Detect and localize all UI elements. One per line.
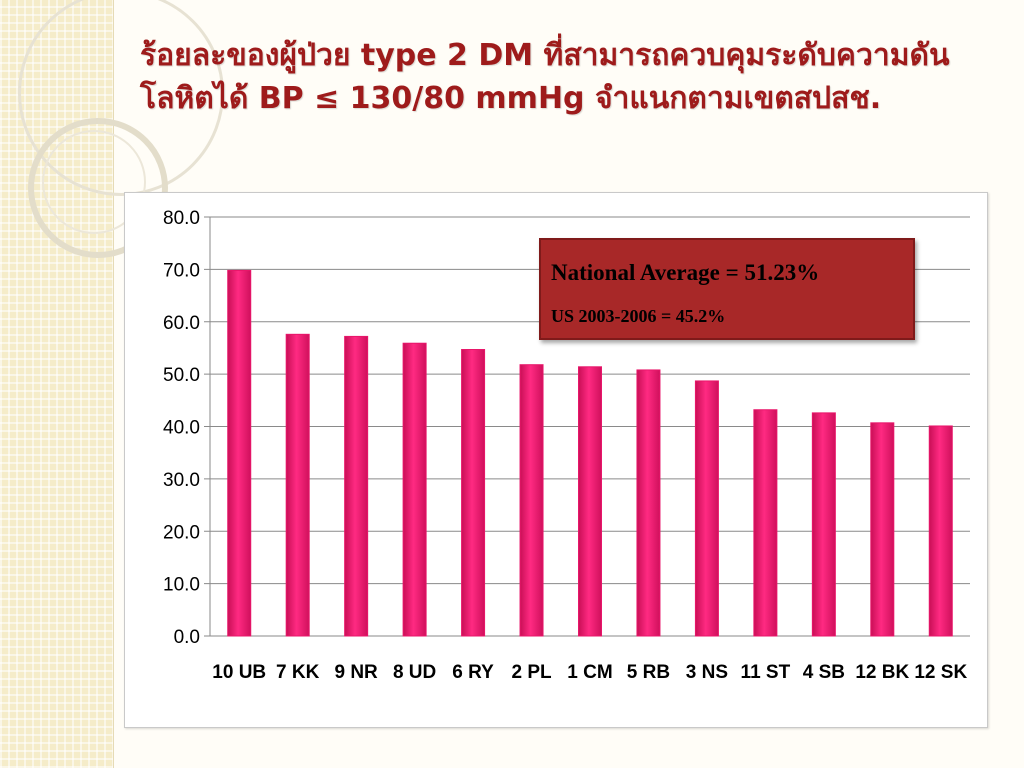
y-tick-label: 20.0	[163, 522, 200, 543]
bar-9-nr	[344, 335, 369, 637]
us-average-text: US 2003-2006 = 45.2%	[551, 306, 726, 326]
national-average-callout: National Average = 51.23% US 2003-2006 =…	[539, 238, 915, 340]
bar-5-rb	[636, 369, 661, 637]
bar-2-pl	[519, 364, 544, 637]
x-tick-label: 10 UB	[212, 662, 267, 683]
x-tick-label: 5 RB	[626, 662, 671, 683]
national-average-text: National Average = 51.23%	[551, 260, 820, 285]
bar-12-bk	[870, 422, 895, 637]
y-tick-label: 50.0	[163, 365, 200, 386]
y-tick-label: 30.0	[163, 470, 200, 491]
y-tick-label: 60.0	[163, 313, 200, 334]
bar-7-kk	[285, 333, 310, 637]
y-tick-label: 10.0	[163, 575, 200, 596]
bar-3-ns	[694, 380, 719, 637]
slide-title: ร้อยละของผู้ป่วย type 2 DM ที่สามารถควบค…	[140, 38, 950, 116]
x-tick-label: 6 RY	[452, 662, 494, 683]
x-tick-label: 9 NR	[334, 662, 378, 683]
x-tick-label: 8 UD	[392, 662, 437, 683]
bar-4-sb	[811, 412, 836, 637]
x-tick-label: 12 BK	[855, 662, 910, 683]
bar-11-st	[753, 409, 778, 637]
chart-canvas: 0.0 10.0 20.0 30.0 40.0 50.0 60.0 70.0 80.0	[163, 208, 970, 648]
bar-10-ub	[227, 269, 252, 637]
bar-1-cm	[578, 366, 602, 637]
y-tick-label: 70.0	[163, 260, 200, 281]
bar-12-sk	[928, 425, 953, 637]
decorative-ring-small	[28, 118, 168, 258]
bar-8-ud	[402, 342, 427, 637]
bar-6-ry	[461, 349, 486, 637]
x-tick-label: 1 CM	[567, 662, 613, 683]
x-tick-label: 3 NS	[685, 662, 729, 683]
decorative-ring-inner	[42, 130, 146, 234]
x-tick-label: 4 SB	[802, 662, 845, 683]
x-tick-label: 7 KK	[276, 662, 320, 683]
y-tick-label: 40.0	[163, 418, 200, 439]
y-tick-label: 0.0	[174, 627, 200, 648]
y-tick-label: 80.0	[163, 208, 200, 229]
x-tick-label: 11 ST	[740, 662, 791, 683]
x-tick-label: 12 SK	[914, 662, 968, 683]
x-tick-label: 2 PL	[511, 662, 552, 683]
